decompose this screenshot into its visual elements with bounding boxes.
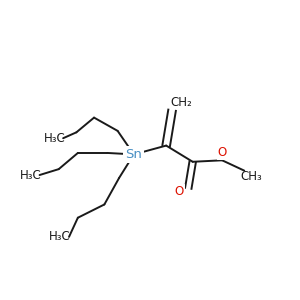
Text: CH₃: CH₃: [241, 170, 262, 183]
Text: O: O: [175, 185, 184, 198]
Text: CH₂: CH₂: [170, 96, 192, 110]
Text: H₃C: H₃C: [20, 169, 42, 182]
Text: O: O: [218, 146, 227, 159]
Text: H₃C: H₃C: [44, 132, 65, 145]
Text: H₃C: H₃C: [49, 230, 71, 243]
Text: Sn: Sn: [125, 148, 142, 161]
